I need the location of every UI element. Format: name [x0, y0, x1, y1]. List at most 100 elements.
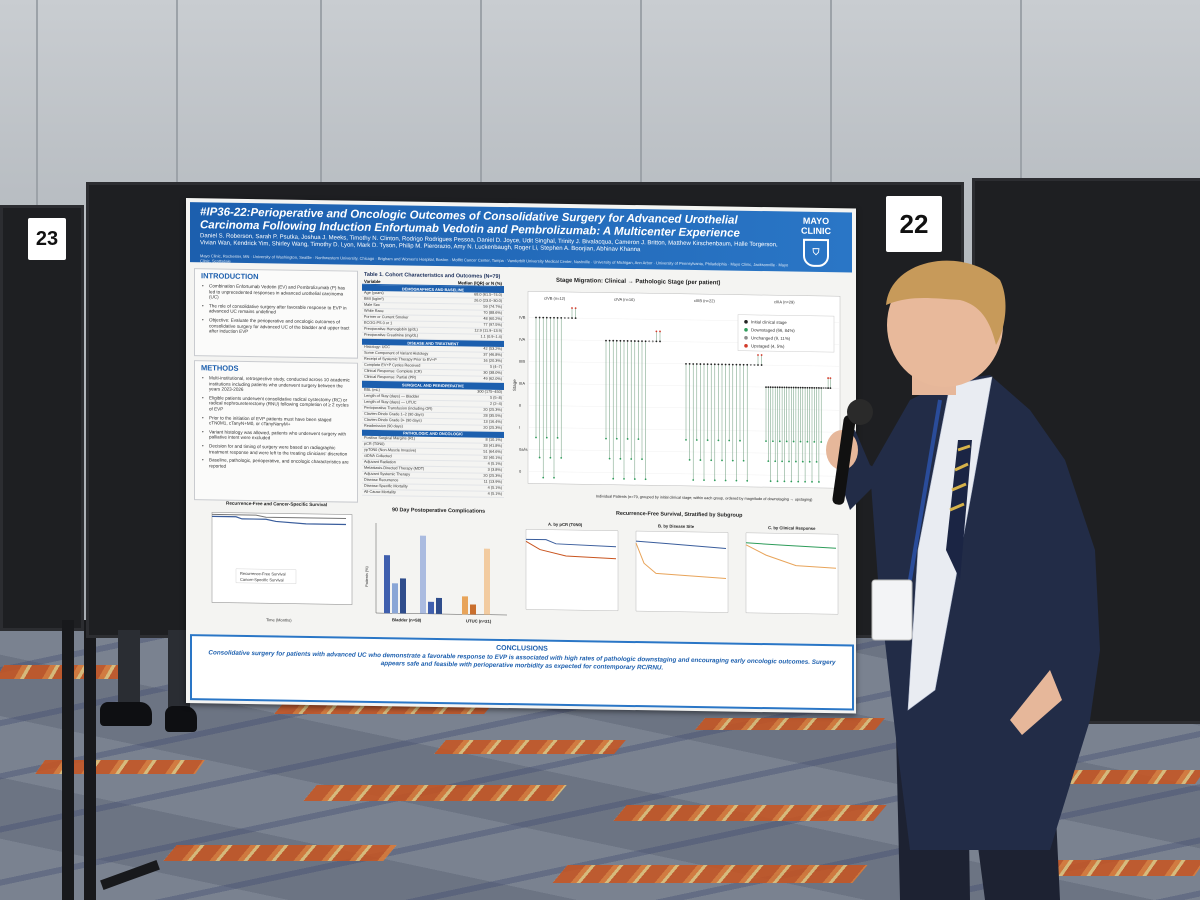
stage-final-point: [619, 457, 622, 460]
presenter-jacket: [870, 375, 1100, 850]
stage-initial-point: [781, 386, 784, 389]
stage-initial-point: [626, 340, 629, 342]
stage-group-label: cIVB (n=12): [544, 296, 566, 301]
gridline: [528, 383, 840, 389]
stage-final-point: [560, 456, 563, 459]
table-cell-variable: Disease Recurrence: [364, 477, 399, 483]
stage-final-point: [806, 440, 809, 443]
stage-initial-point: [717, 363, 720, 366]
table-cell-variable: Male Sex: [364, 302, 380, 308]
stage-final-point: [753, 364, 756, 366]
table-cell-variable: Length of Stay (days) — Bladder: [364, 393, 420, 399]
rfs-plot-area: [745, 532, 839, 615]
table-cell-variable: Age (years): [364, 290, 384, 296]
rfs-panel: C. by Clinical Response: [745, 525, 839, 615]
stage-final-point: [685, 438, 687, 441]
methods-bullet: Eligible patients underwent consolidativ…: [195, 394, 357, 416]
stage-initial-point: [808, 386, 811, 389]
stage-initial-point: [785, 386, 788, 389]
legend-label: Upstaged (4, 5%): [751, 343, 785, 349]
table-cell-variable: Former or Current Smoker: [364, 314, 409, 320]
intro-bullet: Objective: Evaluate the perioperative an…: [195, 316, 357, 338]
rfs-plot-area: [525, 529, 619, 611]
table-cell-variable: Adjuvant Systemic Therapy: [364, 471, 411, 477]
table-cell-variable: Clavien-Dindo Grade 3+ (90 days): [364, 417, 422, 423]
stage-final-point: [605, 437, 607, 440]
microphone-head: [847, 399, 873, 425]
stage-final-point: [772, 440, 774, 443]
stage-final-point: [827, 377, 830, 379]
stage-initial-point: [792, 386, 795, 389]
complication-bar: [436, 597, 442, 615]
stage-initial-point: [560, 316, 563, 319]
stage-y-tick: IIIB: [519, 359, 525, 364]
table-cell-variable: Clavien-Dindo Grade 1–2 (90 days): [364, 411, 424, 417]
table-cell-value: 1.1 (0.9–1.4): [480, 334, 502, 340]
table-cell-variable: Preoperative Hemoglobin (g/dL): [364, 326, 418, 332]
stage-initial-point: [827, 387, 830, 389]
stage-initial-point: [641, 340, 643, 343]
legend-marker: [744, 335, 748, 340]
stage-initial-point: [767, 386, 770, 389]
stage-final-point: [692, 479, 695, 481]
stage-initial-point: [612, 339, 615, 342]
stage-initial-point: [556, 316, 559, 319]
stage-final-point: [556, 436, 559, 439]
name-badge: [871, 579, 913, 641]
stage-initial-point: [774, 386, 777, 389]
research-poster: #IP36-22:Perioperative and Oncologic Out…: [186, 198, 856, 714]
logo-line2: CLINIC: [801, 225, 831, 237]
stage-initial-point: [815, 387, 818, 389]
stage-initial-point: [795, 386, 797, 389]
stage-y-tick: II: [519, 403, 521, 408]
stage-y-label: Stage: [512, 379, 517, 391]
stage-final-point: [710, 459, 713, 462]
stage-final-point: [633, 478, 636, 480]
visitor-shoe: [100, 702, 152, 726]
table-cell-value: 11 (13.9%): [483, 479, 502, 484]
stage-initial-point: [615, 339, 618, 342]
table-cell-value: 42 (53.2%): [483, 347, 502, 352]
stage-final-point: [703, 479, 705, 482]
stage-group-label: cIIIB (n=22): [694, 298, 715, 303]
stage-initial-point: [692, 363, 695, 365]
stage-initial-point: [703, 363, 705, 366]
stage-migration-title: Stage Migration: Clinical → Pathologic S…: [556, 277, 721, 287]
stage-initial-point: [630, 340, 633, 342]
stage-initial-point: [574, 317, 577, 320]
table-cell-variable: ECOG-PS 0 or 1: [364, 320, 393, 326]
table-cell-variable: BMI (kg/m²): [364, 296, 384, 302]
table-cell-variable: Metastasis-Directed Therapy (MDT): [364, 465, 425, 471]
stage-final-point: [820, 441, 823, 443]
stage-initial-point: [806, 386, 809, 389]
stage-final-point: [626, 438, 629, 440]
km-overall-chart: Recurrence-Free Survival Cancer-Specific…: [211, 512, 353, 623]
complication-bar: [420, 535, 426, 614]
stage-initial-point: [695, 363, 698, 365]
table-cell-value: 20 (25.3%): [483, 473, 502, 478]
stage-initial-point: [765, 386, 767, 389]
stage-initial-point: [685, 362, 687, 365]
stage-y-tick: IVA: [519, 337, 525, 342]
complication-bar: [484, 548, 490, 615]
rfs-panel-title: A. by pCR (T0N0): [548, 522, 583, 528]
stage-initial-point: [623, 339, 625, 342]
table-cell-value: 37 (46.8%): [483, 353, 502, 358]
stage-final-point: [571, 307, 573, 309]
stage-final-point: [799, 440, 802, 443]
stage-final-point: [760, 354, 763, 356]
stage-initial-point: [790, 386, 793, 389]
legend-marker: [744, 327, 748, 332]
stage-group-label: cIVA (n=16): [614, 297, 635, 302]
table-cell-value: 26.0 (23.0–30.0): [474, 298, 502, 304]
stage-final-point: [623, 477, 625, 480]
stage-final-point: [815, 461, 818, 463]
complications-group-label: Bladder (n=58): [392, 617, 422, 622]
stage-initial-point: [772, 386, 774, 389]
km-x-label: Time (Months): [266, 617, 292, 622]
board-number-left: 23: [28, 218, 66, 260]
microphone-icon: [832, 415, 856, 505]
stage-final-point: [724, 479, 727, 482]
stage-y-tick: IIIA: [519, 381, 525, 386]
table-cell-value: 4 (5.1%): [487, 485, 502, 490]
